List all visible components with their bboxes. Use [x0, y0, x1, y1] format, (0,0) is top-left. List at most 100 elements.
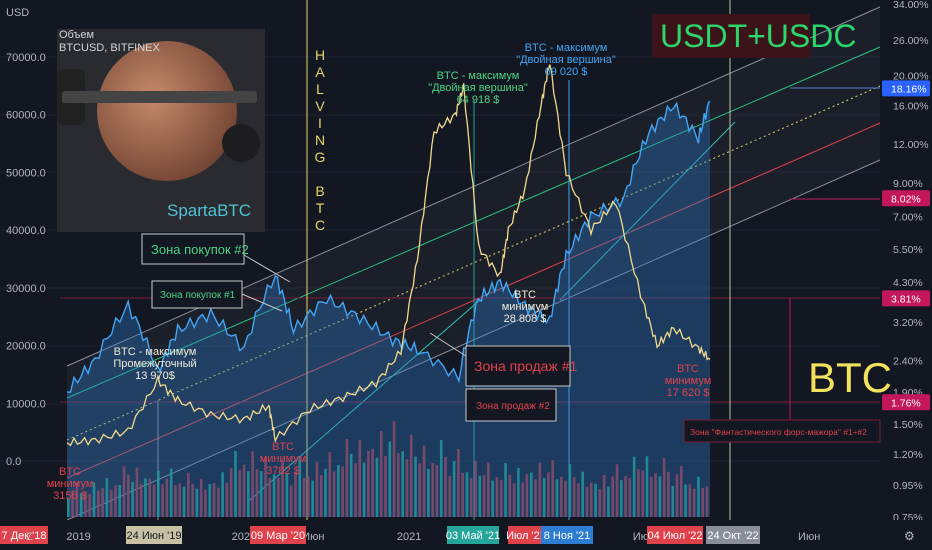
- volume-bar: [439, 440, 443, 517]
- date-badge-label: 24 Окт '22: [707, 530, 758, 542]
- right-axis-tick: 0.95%: [893, 480, 923, 492]
- volume-bar: [392, 421, 396, 517]
- zone-buy-1: Зона покупок #1: [151, 280, 283, 312]
- right-axis-tick: 7.00%: [893, 212, 923, 224]
- volume-bar: [461, 473, 464, 517]
- volume-bar: [255, 469, 259, 517]
- volume-bar: [658, 476, 662, 517]
- volume-bar: [619, 480, 623, 517]
- volume-bar: [559, 476, 563, 517]
- volume-bar: [341, 466, 344, 517]
- volume-bar: [144, 478, 147, 517]
- brain-with-dumbbell-icon: [97, 41, 237, 181]
- right-badge-bg: [882, 80, 930, 97]
- date-badge-label: 03 Май '21: [446, 530, 500, 542]
- halving-letter: V: [315, 98, 325, 114]
- volume-bar: [594, 483, 597, 517]
- volume-bar: [191, 484, 194, 517]
- volume-bar: [705, 486, 709, 517]
- volume-bar: [512, 483, 516, 517]
- volume-bar: [169, 468, 173, 517]
- volume-bar: [268, 477, 272, 517]
- volume-bar: [534, 479, 537, 517]
- volume-bar: [92, 482, 96, 517]
- volume-bar: [277, 477, 280, 517]
- volume-bar: [345, 438, 349, 517]
- right-axis-tick: 1.20%: [893, 449, 923, 461]
- volume-bar: [542, 478, 546, 517]
- right-axis-tick: 5.50%: [893, 244, 923, 256]
- volume-bar: [649, 476, 653, 517]
- usdt-title-box: USDT+USDC: [652, 14, 856, 58]
- zone-buy-2: Зона покупок #2: [141, 233, 291, 283]
- volume-bar: [109, 489, 113, 517]
- settings-gear-icon[interactable]: ⚙: [904, 529, 915, 543]
- volume-bar: [671, 485, 675, 517]
- volume-bar: [611, 476, 615, 517]
- note-max-double-2-line: "Двойная вершина": [516, 54, 616, 66]
- volume-bar: [577, 483, 580, 517]
- volume-bar: [529, 472, 533, 517]
- halving-letter: L: [316, 81, 324, 97]
- volume-bar: [418, 463, 422, 517]
- volume-bar: [478, 475, 482, 517]
- note-min-3782-line: минимум: [260, 453, 307, 465]
- volume-bar: [469, 478, 473, 517]
- volume-bar: [487, 462, 490, 517]
- volume-bar: [199, 478, 203, 517]
- volume-bar: [294, 471, 297, 517]
- timezone-icon[interactable]: Z: [26, 531, 33, 543]
- volume-bar: [127, 474, 130, 517]
- volume-bar: [379, 430, 383, 517]
- halving-letter: T: [316, 200, 325, 216]
- volume-bar: [217, 487, 220, 517]
- volume-bar: [448, 476, 452, 517]
- volume-bar: [427, 469, 430, 517]
- date-badge-bg: [250, 526, 306, 544]
- right-badge-label: 8.02%: [891, 193, 921, 205]
- volume-bar: [607, 486, 610, 517]
- volume-bar: [187, 473, 190, 517]
- volume-bar: [589, 482, 593, 517]
- date-badge-bg: [541, 526, 593, 544]
- volume-bar: [204, 489, 207, 517]
- left-axis-unit: USD: [6, 7, 29, 19]
- volume-bar: [384, 455, 387, 517]
- volume-bar: [688, 484, 692, 517]
- date-badge-bg: [508, 526, 544, 544]
- date-badge-label: 04 Июл '22: [647, 530, 702, 542]
- volume-bar: [79, 493, 83, 517]
- note-max-double-1-line: 64 918 $: [457, 94, 500, 106]
- note-min-17620-line: BTC: [677, 363, 699, 375]
- halving-letter: I: [318, 115, 322, 131]
- dumbbell-right-weight-icon: [222, 124, 260, 162]
- volume-bar: [242, 464, 246, 517]
- left-axis-tick: 20000.0: [6, 341, 46, 353]
- note-min-17620-line: 17 620 $: [667, 387, 710, 399]
- volume-bar: [409, 434, 413, 517]
- volume-bar: [504, 463, 507, 517]
- volume-bar: [131, 482, 134, 517]
- volume-bar: [311, 480, 314, 517]
- volume-bar: [645, 456, 649, 517]
- right-axis-badges: 18.16% 8.02% 3.81% 1.76%: [882, 80, 930, 411]
- volume-bar: [388, 441, 392, 517]
- left-axis-tick: 30000.0: [6, 283, 46, 295]
- right-badge-bg: [882, 190, 930, 207]
- volume-bar: [328, 452, 332, 517]
- volume-bar: [354, 463, 357, 517]
- date-badge-label: Июл '21: [506, 530, 546, 542]
- zone-buy-2-label: Зона покупок #2: [151, 242, 249, 257]
- volume-bar: [431, 462, 434, 517]
- right-axis-tick: 12.00%: [893, 139, 929, 151]
- halving-letter: N: [315, 132, 325, 148]
- left-axis-tick: 10000.0: [6, 398, 46, 410]
- volume-bar: [67, 498, 70, 517]
- right-axis-tick: 1.50%: [893, 419, 923, 431]
- btc-price-line: [66, 64, 711, 447]
- volume-bar: [307, 476, 310, 517]
- volume-bar: [212, 483, 216, 517]
- trendline-cyan-1: [249, 299, 481, 501]
